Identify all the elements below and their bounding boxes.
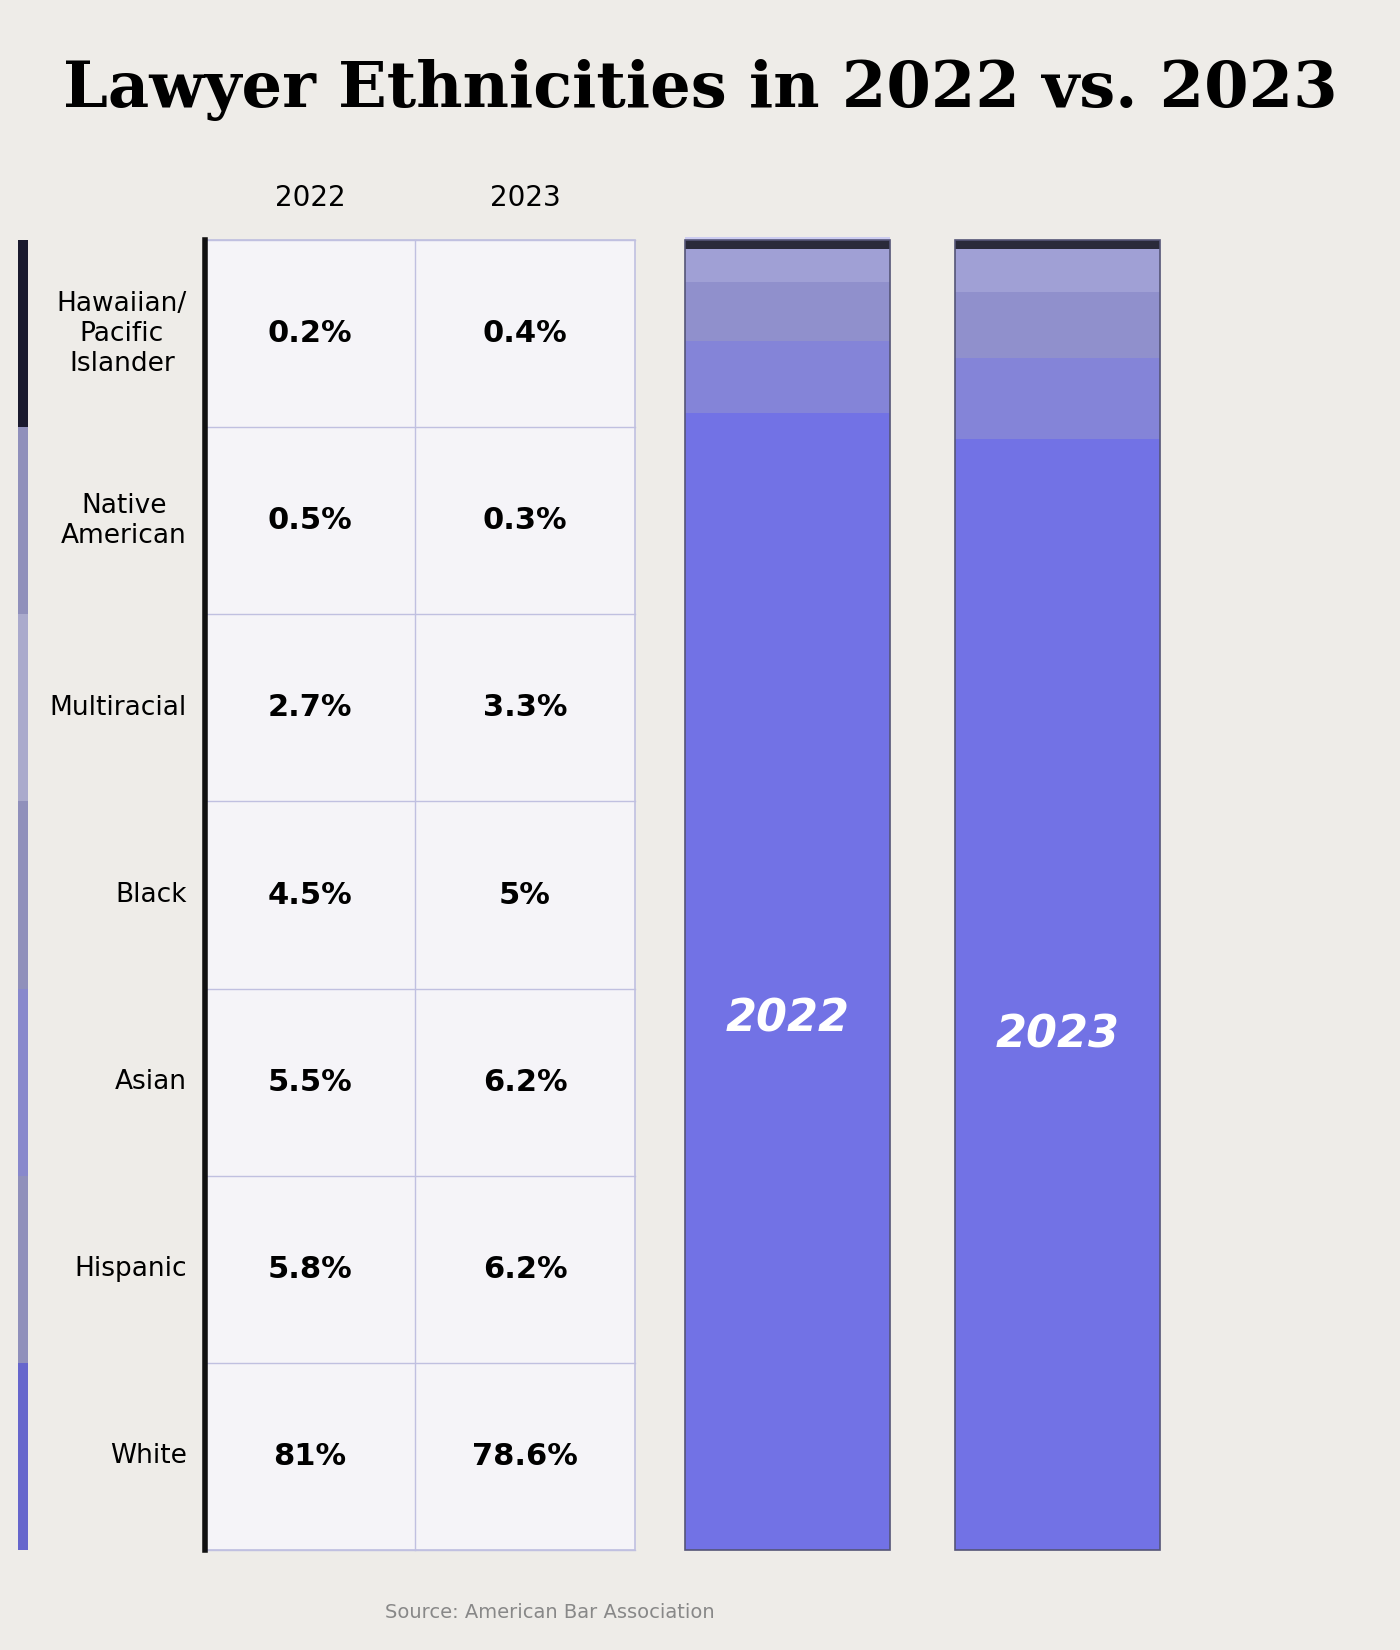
Text: Multiracial: Multiracial bbox=[50, 695, 188, 721]
FancyBboxPatch shape bbox=[955, 292, 1161, 358]
FancyBboxPatch shape bbox=[18, 239, 28, 427]
Text: Hawaiian/
Pacific
Islander: Hawaiian/ Pacific Islander bbox=[57, 290, 188, 376]
Text: 0.5%: 0.5% bbox=[267, 507, 353, 535]
Text: 6.2%: 6.2% bbox=[483, 1254, 567, 1284]
FancyBboxPatch shape bbox=[18, 802, 28, 988]
FancyBboxPatch shape bbox=[18, 988, 28, 1176]
Text: Source: American Bar Association: Source: American Bar Association bbox=[385, 1602, 715, 1622]
FancyBboxPatch shape bbox=[18, 427, 28, 614]
Text: 6.2%: 6.2% bbox=[483, 1068, 567, 1097]
Text: 0.4%: 0.4% bbox=[483, 318, 567, 348]
FancyBboxPatch shape bbox=[685, 239, 890, 249]
FancyBboxPatch shape bbox=[685, 238, 890, 239]
Text: 4.5%: 4.5% bbox=[267, 881, 353, 909]
Text: 0.2%: 0.2% bbox=[267, 318, 353, 348]
Text: 2022: 2022 bbox=[725, 998, 850, 1041]
FancyBboxPatch shape bbox=[955, 249, 1161, 292]
Text: Hispanic: Hispanic bbox=[74, 1256, 188, 1282]
FancyBboxPatch shape bbox=[685, 239, 890, 246]
FancyBboxPatch shape bbox=[955, 439, 1161, 520]
Text: 2023: 2023 bbox=[995, 1013, 1120, 1056]
Text: 81%: 81% bbox=[273, 1442, 347, 1470]
FancyBboxPatch shape bbox=[18, 1363, 28, 1549]
FancyBboxPatch shape bbox=[955, 520, 1161, 1549]
Text: 2023: 2023 bbox=[490, 185, 560, 211]
Text: 3.3%: 3.3% bbox=[483, 693, 567, 723]
Text: 2022: 2022 bbox=[274, 185, 346, 211]
FancyBboxPatch shape bbox=[955, 239, 1161, 249]
FancyBboxPatch shape bbox=[685, 342, 890, 412]
FancyBboxPatch shape bbox=[204, 239, 636, 1549]
Text: Black: Black bbox=[115, 883, 188, 908]
FancyBboxPatch shape bbox=[955, 246, 1161, 249]
FancyBboxPatch shape bbox=[685, 246, 890, 282]
FancyBboxPatch shape bbox=[685, 282, 890, 342]
Text: 5%: 5% bbox=[498, 881, 552, 909]
Text: 5.5%: 5.5% bbox=[267, 1068, 353, 1097]
FancyBboxPatch shape bbox=[685, 412, 890, 488]
Text: 5.8%: 5.8% bbox=[267, 1254, 353, 1284]
Text: White: White bbox=[111, 1444, 188, 1470]
Text: Lawyer Ethnicities in 2022 vs. 2023: Lawyer Ethnicities in 2022 vs. 2023 bbox=[63, 59, 1337, 120]
FancyBboxPatch shape bbox=[685, 488, 890, 1549]
Text: 0.3%: 0.3% bbox=[483, 507, 567, 535]
Text: Native
American: Native American bbox=[62, 493, 188, 549]
FancyBboxPatch shape bbox=[955, 358, 1161, 439]
Text: Asian: Asian bbox=[115, 1069, 188, 1096]
FancyBboxPatch shape bbox=[18, 1176, 28, 1363]
FancyBboxPatch shape bbox=[18, 614, 28, 802]
FancyBboxPatch shape bbox=[955, 239, 1161, 246]
Text: 78.6%: 78.6% bbox=[472, 1442, 578, 1470]
Text: 2.7%: 2.7% bbox=[267, 693, 353, 723]
